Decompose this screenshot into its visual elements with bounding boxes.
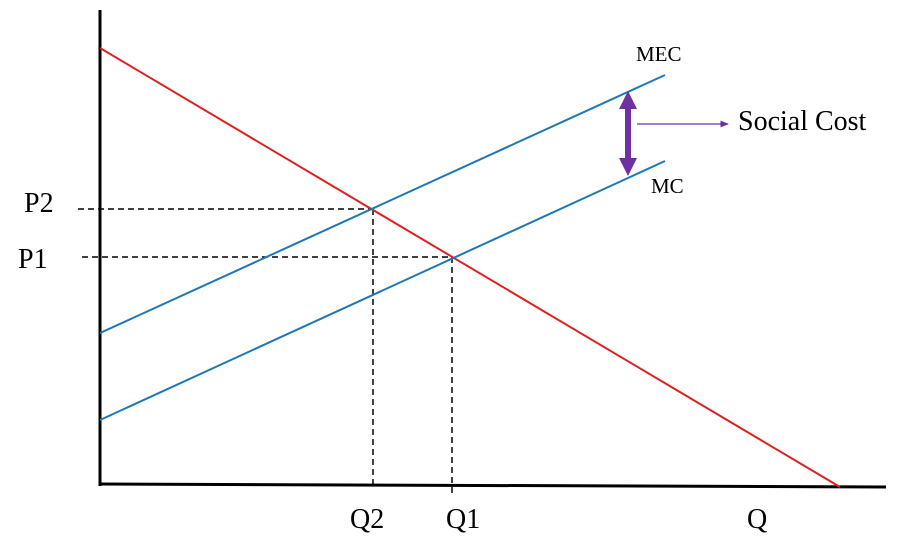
demand-curve xyxy=(99,47,841,488)
q-axis-label: Q xyxy=(747,504,767,535)
mc-label: MC xyxy=(651,174,684,198)
x-axis xyxy=(98,482,887,489)
p1-label: P1 xyxy=(18,244,48,275)
mc-curve xyxy=(99,160,666,421)
q2-label: Q2 xyxy=(350,504,384,535)
social-cost-label: Social Cost xyxy=(738,106,867,137)
mec-label: MEC xyxy=(636,42,682,66)
p2-label: P2 xyxy=(24,188,54,219)
mec-curve xyxy=(99,74,666,334)
q1-label: Q1 xyxy=(446,504,480,535)
